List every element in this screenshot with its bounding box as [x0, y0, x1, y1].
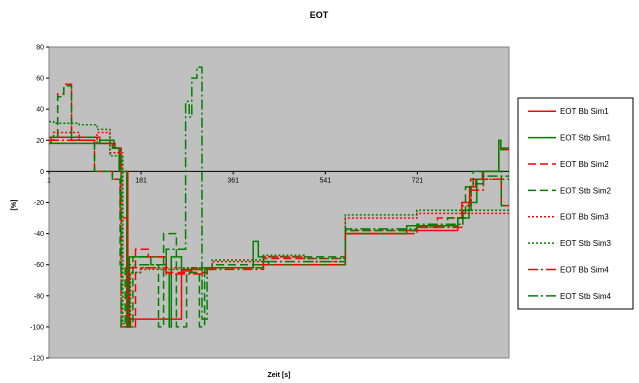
- series-line-6: [49, 120, 509, 325]
- y-tick-label: 60: [36, 76, 44, 83]
- x-tick-label: 181: [135, 177, 147, 184]
- legend-label: EOT Stb Sim2: [560, 186, 612, 195]
- legend-label: EOT Bb Sim4: [560, 265, 609, 274]
- y-tick-label: -100: [30, 324, 44, 331]
- x-axis-title: Zeit [s]: [268, 372, 291, 379]
- y-tick-label: -60: [34, 262, 44, 269]
- legend-box: [517, 97, 634, 310]
- legend-label: EOT Stb Sim1: [560, 134, 612, 143]
- y-tick-label: -40: [34, 231, 44, 238]
- x-tick-label: 541: [319, 177, 331, 184]
- x-tick-label: 361: [227, 177, 239, 184]
- legend-label: EOT Bb Sim3: [560, 213, 609, 222]
- legend-label: EOT Stb Sim3: [560, 239, 612, 248]
- y-tick-label: 40: [36, 107, 44, 114]
- plot-area: [48, 46, 510, 359]
- series-line-8: [49, 66, 509, 328]
- chart-title: EOT: [310, 10, 329, 20]
- legend-label: EOT Bb Sim2: [560, 160, 609, 169]
- series-layer: [49, 66, 509, 328]
- y-tick-label: -80: [34, 293, 44, 300]
- legend-label: EOT Bb Sim1: [560, 107, 609, 116]
- y-tick-label: 0: [40, 169, 44, 176]
- x-tick-label: 721: [412, 177, 424, 184]
- legend-label: EOT Stb Sim4: [560, 292, 612, 301]
- y-axis-title: [%]: [11, 200, 18, 211]
- y-tick-label: 80: [36, 45, 44, 52]
- y-tick-label: 20: [36, 138, 44, 145]
- x-tick-label: 1: [47, 177, 51, 184]
- y-tick-label: -120: [30, 356, 44, 363]
- y-axis: 80 60 40 20 0 -20 -40 -60 -80 -100 -120: [30, 45, 49, 363]
- legend: EOT Bb Sim1 EOT Stb Sim1 EOT Bb Sim2 EOT St…: [528, 107, 612, 301]
- y-tick-label: -20: [34, 200, 44, 207]
